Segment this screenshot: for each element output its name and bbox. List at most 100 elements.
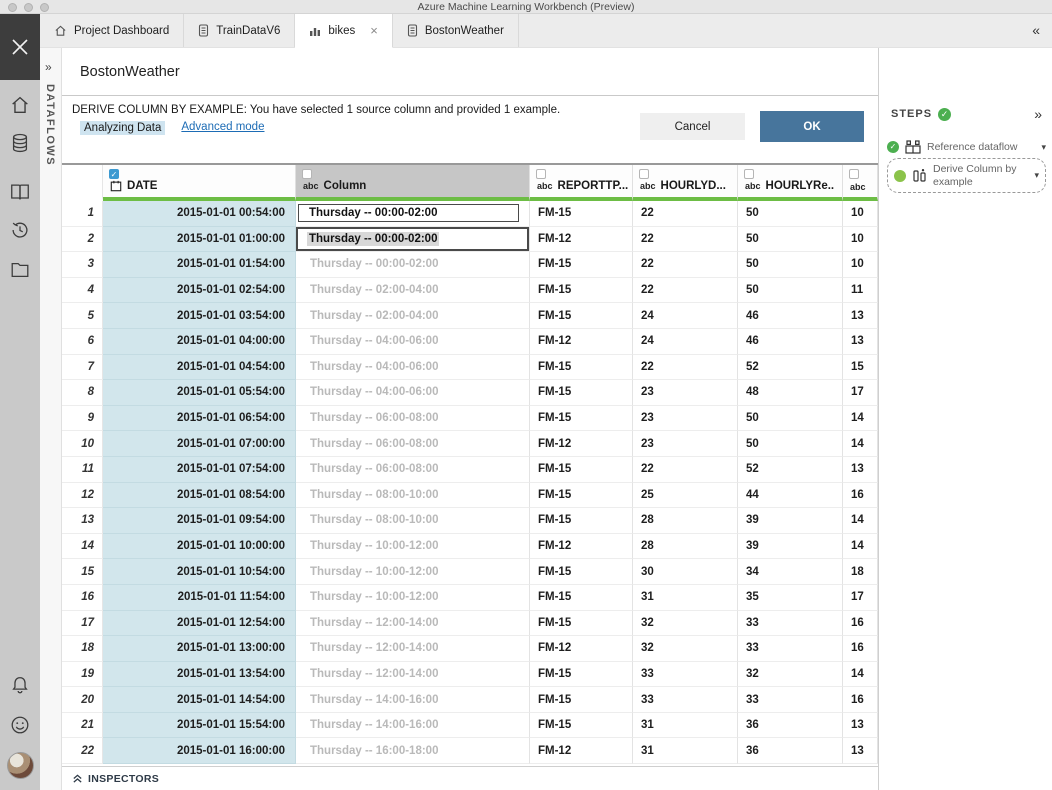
hourly-rel-cell[interactable]: 48 <box>738 380 843 406</box>
truncated-value-cell[interactable]: 16 <box>843 636 878 662</box>
hourly-dry-cell[interactable]: 32 <box>633 636 738 662</box>
chevron-down-icon[interactable]: ▾ <box>1034 170 1039 181</box>
truncated-value-cell[interactable]: 16 <box>843 610 878 637</box>
report-type-cell[interactable]: FM-15 <box>530 405 633 432</box>
column-header-date[interactable]: ✓ DATE <box>103 165 296 201</box>
hourly-dry-cell[interactable]: 22 <box>633 252 738 278</box>
truncated-value-cell[interactable]: 17 <box>843 380 878 406</box>
derived-column-cell[interactable]: Thursday -- 04:00-06:00 <box>296 380 530 406</box>
truncated-value-cell[interactable]: 14 <box>843 661 878 688</box>
hourly-dry-cell[interactable]: 22 <box>633 277 738 304</box>
report-type-cell[interactable]: FM-15 <box>530 610 633 637</box>
report-type-cell[interactable]: FM-12 <box>530 431 633 457</box>
column-header-truncated[interactable]: abc <box>843 165 878 201</box>
date-cell[interactable]: 2015-01-01 13:00:00 <box>103 636 296 662</box>
advanced-mode-link[interactable]: Advanced mode <box>181 121 265 133</box>
hourly-rel-cell[interactable]: 33 <box>738 610 843 637</box>
truncated-value-cell[interactable]: 16 <box>843 687 878 713</box>
report-type-cell[interactable]: FM-15 <box>530 303 633 329</box>
hourly-rel-cell[interactable]: 50 <box>738 226 843 253</box>
hourly-dry-cell[interactable]: 33 <box>633 687 738 713</box>
truncated-value-cell[interactable]: 10 <box>843 201 878 227</box>
derived-column-cell[interactable]: Thursday -- 16:00-18:00 <box>296 738 530 765</box>
date-cell[interactable]: 2015-01-01 10:00:00 <box>103 533 296 560</box>
run-history-icon[interactable] <box>8 218 32 242</box>
date-cell[interactable]: 2015-01-01 11:54:00 <box>103 584 296 611</box>
date-cell[interactable]: 2015-01-01 12:54:00 <box>103 610 296 637</box>
truncated-value-cell[interactable]: 10 <box>843 226 878 253</box>
maximize-window-icon[interactable] <box>40 3 49 12</box>
truncated-value-cell[interactable]: 14 <box>843 508 878 534</box>
report-type-cell[interactable]: FM-12 <box>530 738 633 765</box>
hourly-dry-cell[interactable]: 25 <box>633 482 738 509</box>
date-cell[interactable]: 2015-01-01 00:54:00 <box>103 201 296 227</box>
truncated-value-cell[interactable]: 14 <box>843 533 878 560</box>
data-sources-icon[interactable] <box>8 131 32 155</box>
hourly-rel-cell[interactable]: 50 <box>738 431 843 457</box>
report-type-cell[interactable]: FM-15 <box>530 456 633 483</box>
hourly-rel-cell[interactable]: 36 <box>738 738 843 765</box>
truncated-value-cell[interactable]: 13 <box>843 303 878 329</box>
derived-column-cell[interactable]: Thursday -- 10:00-12:00 <box>296 584 530 611</box>
hourly-rel-cell[interactable]: 35 <box>738 584 843 611</box>
hourly-dry-cell[interactable]: 23 <box>633 431 738 457</box>
truncated-value-cell[interactable]: 18 <box>843 559 878 585</box>
hourly-dry-cell[interactable]: 22 <box>633 456 738 483</box>
user-avatar[interactable] <box>7 752 34 779</box>
ok-button[interactable]: OK <box>760 111 864 142</box>
tab-bikes[interactable]: bikes × <box>295 14 393 48</box>
close-window-icon[interactable] <box>8 3 17 12</box>
files-folder-icon[interactable] <box>8 258 32 282</box>
hourly-rel-cell[interactable]: 36 <box>738 712 843 739</box>
derived-column-cell[interactable]: Thursday -- 00:00-02:00 <box>296 252 530 278</box>
date-cell[interactable]: 2015-01-01 10:54:00 <box>103 559 296 585</box>
checkbox-icon[interactable] <box>744 169 754 179</box>
date-cell[interactable]: 2015-01-01 04:54:00 <box>103 354 296 381</box>
date-cell[interactable]: 2015-01-01 04:00:00 <box>103 328 296 355</box>
truncated-value-cell[interactable]: 16 <box>843 482 878 509</box>
truncated-value-cell[interactable]: 13 <box>843 328 878 355</box>
hourly-dry-cell[interactable]: 31 <box>633 712 738 739</box>
date-cell[interactable]: 2015-01-01 01:54:00 <box>103 252 296 278</box>
truncated-value-cell[interactable]: 10 <box>843 252 878 278</box>
report-type-cell[interactable]: FM-15 <box>530 201 633 227</box>
notifications-bell-icon[interactable] <box>8 673 32 697</box>
cancel-button[interactable]: Cancel <box>640 113 745 140</box>
column-header-derived[interactable]: abc Column <box>296 165 530 201</box>
truncated-value-cell[interactable]: 14 <box>843 405 878 432</box>
checkbox-icon[interactable] <box>849 169 859 179</box>
hourly-dry-cell[interactable]: 28 <box>633 508 738 534</box>
truncated-value-cell[interactable]: 14 <box>843 431 878 457</box>
report-type-cell[interactable]: FM-15 <box>530 508 633 534</box>
date-cell[interactable]: 2015-01-01 06:54:00 <box>103 405 296 432</box>
hourly-rel-cell[interactable]: 46 <box>738 303 843 329</box>
date-cell[interactable]: 2015-01-01 13:54:00 <box>103 661 296 688</box>
step-derive-column-by-example[interactable]: Derive Column by example ▾ <box>887 158 1046 194</box>
truncated-value-cell[interactable]: 17 <box>843 584 878 611</box>
hourly-rel-cell[interactable]: 33 <box>738 687 843 713</box>
hourly-dry-cell[interactable]: 30 <box>633 559 738 585</box>
derived-column-cell[interactable]: Thursday -- 10:00-12:00 <box>296 533 530 560</box>
date-cell[interactable]: 2015-01-01 16:00:00 <box>103 738 296 765</box>
derived-column-cell[interactable]: Thursday -- 12:00-14:00 <box>296 610 530 637</box>
minimize-window-icon[interactable] <box>24 3 33 12</box>
hourly-dry-cell[interactable]: 24 <box>633 303 738 329</box>
report-type-cell[interactable]: FM-15 <box>530 252 633 278</box>
steps-collapse-icon[interactable]: » <box>1034 106 1042 122</box>
step-reference-dataflow[interactable]: ✓ Reference dataflow ▾ <box>887 140 1046 154</box>
tab-project-dashboard[interactable]: Project Dashboard <box>40 14 185 47</box>
report-type-cell[interactable]: FM-15 <box>530 354 633 381</box>
hourly-dry-cell[interactable]: 32 <box>633 610 738 637</box>
hourly-dry-cell[interactable]: 23 <box>633 405 738 432</box>
derived-column-cell[interactable]: Thursday -- 06:00-08:00 <box>296 456 530 483</box>
hourly-dry-cell[interactable]: 22 <box>633 226 738 253</box>
hourly-dry-cell[interactable]: 24 <box>633 328 738 355</box>
report-type-cell[interactable]: FM-15 <box>530 482 633 509</box>
date-cell[interactable]: 2015-01-01 09:54:00 <box>103 508 296 534</box>
notebooks-icon[interactable] <box>8 180 32 204</box>
date-cell[interactable]: 2015-01-01 14:54:00 <box>103 687 296 713</box>
column-header-reporttype[interactable]: abc REPORTTP... <box>530 165 633 201</box>
hourly-dry-cell[interactable]: 23 <box>633 380 738 406</box>
dataflows-panel-label[interactable]: DATAFLOWS <box>44 84 56 167</box>
derived-column-cell[interactable]: Thursday -- 12:00-14:00 <box>296 661 530 688</box>
